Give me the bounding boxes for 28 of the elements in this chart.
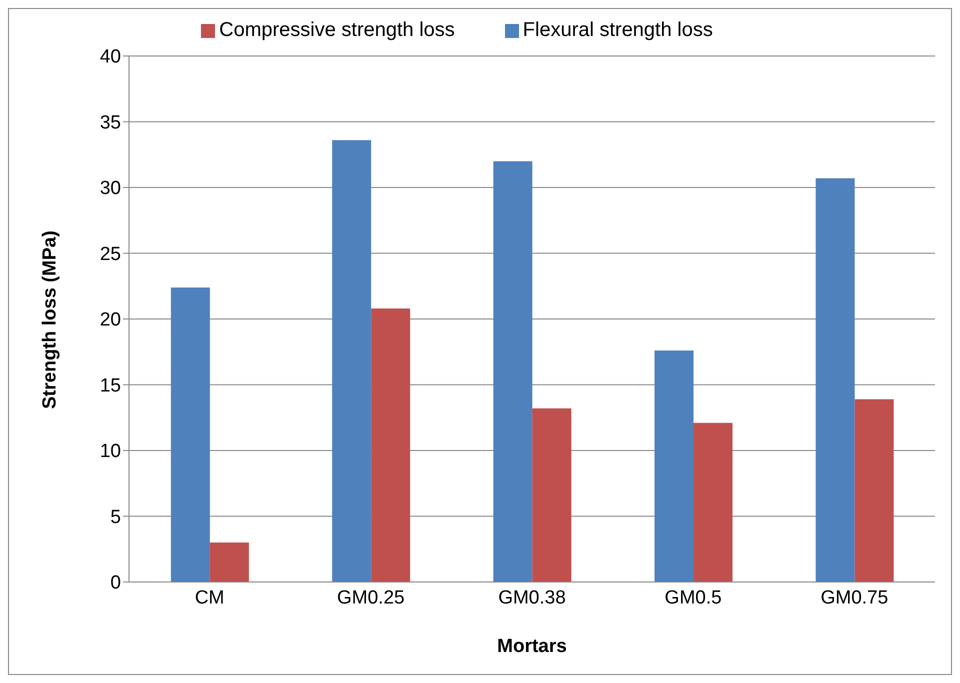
- y-axis-title: Strength loss (MPa): [40, 230, 61, 409]
- bar: [816, 178, 855, 582]
- x-tick-label: GM0.25: [337, 587, 405, 608]
- bar: [210, 542, 249, 582]
- x-tick-label: GM0.38: [498, 587, 566, 608]
- bar: [854, 399, 894, 582]
- y-tick-label: 15: [100, 375, 121, 396]
- y-tick-label: 10: [100, 441, 121, 462]
- x-axis-title: Mortars: [497, 636, 567, 657]
- x-tick-label: GM0.5: [664, 587, 722, 608]
- bar: [170, 287, 210, 582]
- bar: [332, 140, 372, 582]
- bar: [371, 308, 410, 582]
- bar: [694, 422, 733, 582]
- y-tick-label: 25: [100, 244, 121, 265]
- legend-label: Compressive strength loss: [219, 19, 455, 41]
- y-tick-label: 30: [100, 178, 121, 200]
- x-tick-label: GM0.75: [820, 587, 888, 608]
- legend-label: Flexural strength loss: [522, 19, 713, 41]
- bar: [654, 350, 694, 582]
- x-tick-label: CM: [194, 587, 224, 608]
- y-tick-label: 40: [100, 46, 121, 68]
- bar: [493, 161, 532, 582]
- y-tick-label: 35: [100, 112, 121, 134]
- y-tick-label: 20: [100, 310, 121, 331]
- y-tick-label: 5: [110, 506, 121, 528]
- y-tick-label: 0: [110, 572, 121, 594]
- bar: [532, 408, 572, 582]
